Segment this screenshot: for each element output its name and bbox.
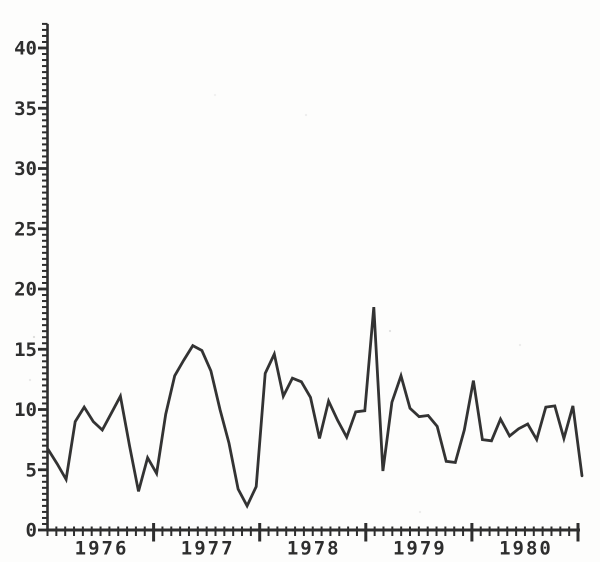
x-year-label: 1980 [499,538,553,560]
y-tick-label: 25 [14,218,37,240]
data-series [46,306,584,510]
x-year-label: 1976 [75,538,129,560]
x-axis: 1976 1977 1978 1979 1980 [46,523,580,560]
x-year-label: 1979 [393,538,447,560]
y-tick-label: 5 [26,459,37,481]
y-tick-label: 15 [14,339,37,361]
y-tick-label: 20 [14,279,37,301]
x-year-label: 1978 [287,538,341,560]
y-axis: 0 5 10 15 20 25 30 35 40 [14,22,49,542]
y-tick-label: 10 [14,399,37,421]
x-year-label: 1977 [181,538,235,560]
y-tick-label: 30 [14,158,37,180]
y-tick-label: 0 [26,520,37,542]
data-series-line [46,306,584,510]
y-tick-label: 35 [14,98,37,120]
y-tick-label: 40 [14,38,37,60]
